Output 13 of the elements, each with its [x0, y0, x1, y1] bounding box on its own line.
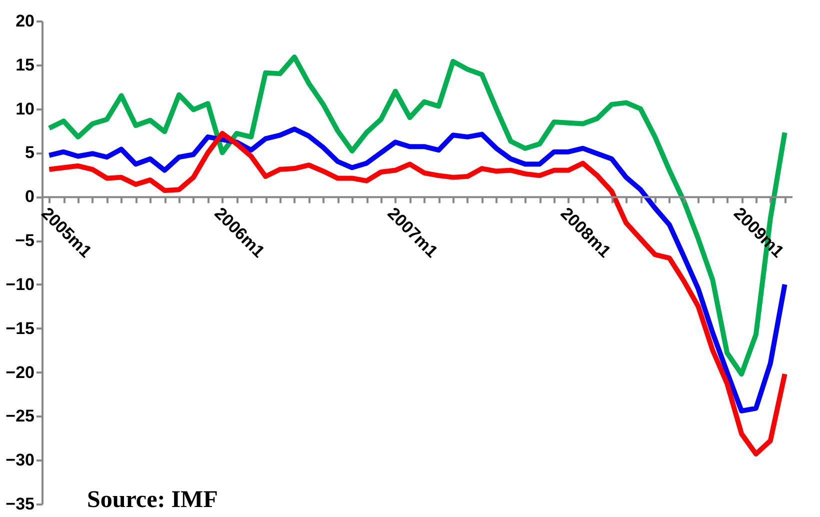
y-tick-label: −5 [15, 231, 34, 250]
y-tick-label: −15 [6, 318, 34, 338]
y-tick-label: 10 [16, 99, 34, 118]
y-tick-label: −35 [6, 494, 34, 514]
y-tick-label: 15 [16, 55, 34, 74]
y-tick-label: 20 [16, 12, 34, 30]
y-tick-label: −20 [6, 362, 34, 382]
y-tick-label: −10 [6, 274, 34, 294]
y-tick-label: −30 [6, 450, 34, 470]
annotation: Source: IMF [87, 487, 218, 513]
y-tick-label: 5 [25, 143, 34, 162]
y-tick-label: 0 [25, 187, 34, 206]
y-tick-label: −25 [6, 406, 34, 426]
